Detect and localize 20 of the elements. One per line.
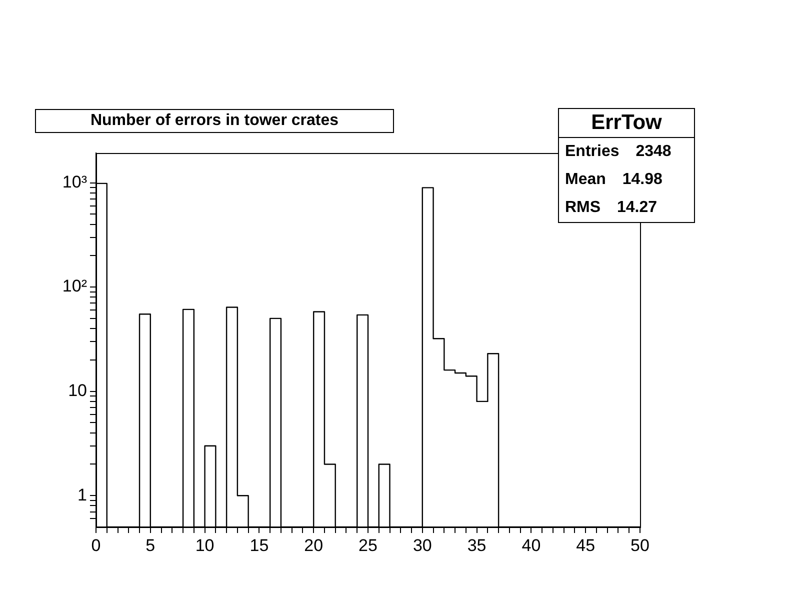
x-tick-label: 5 bbox=[146, 536, 156, 555]
annotation: RMS 14.27 bbox=[564, 198, 658, 218]
x-tick-label: 10 bbox=[195, 536, 214, 555]
y-tick-label: 10 bbox=[68, 381, 87, 400]
x-tick-label: 30 bbox=[412, 536, 432, 555]
x-tick-label: 45 bbox=[576, 536, 596, 555]
y-tick-label: 10² bbox=[62, 276, 88, 296]
text: ErrTow bbox=[559, 109, 694, 138]
x-tick-label: 35 bbox=[467, 536, 486, 555]
x-tick-label: 20 bbox=[304, 536, 324, 555]
chart-title: Number of errors in tower crates bbox=[35, 109, 394, 133]
x-tick-label: 15 bbox=[250, 536, 269, 555]
annotation: Mean 14.98 bbox=[564, 170, 664, 190]
x-tick-label: 40 bbox=[522, 536, 541, 555]
x-tick-label: 25 bbox=[358, 536, 378, 555]
x-tick-label: 50 bbox=[630, 536, 650, 555]
y-tick-label: 10³ bbox=[62, 172, 88, 192]
annotation: Entries 2348 bbox=[564, 142, 672, 162]
x-tick-label: 0 bbox=[91, 536, 101, 555]
y-tick-label: 1 bbox=[78, 485, 87, 504]
